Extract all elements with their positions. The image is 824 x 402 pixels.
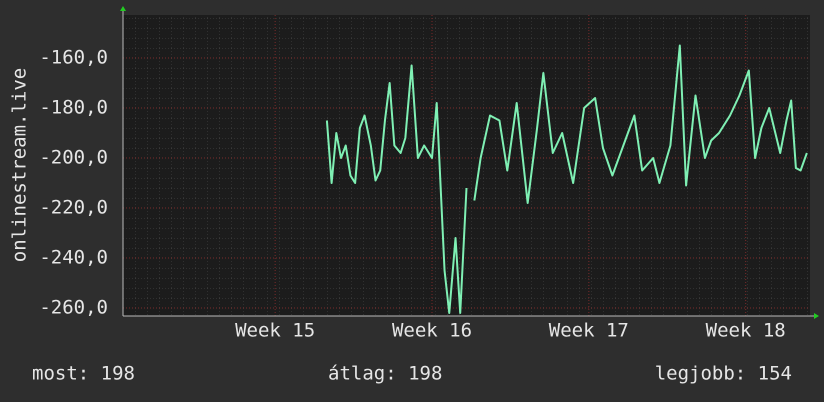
axis-arrow <box>814 313 819 319</box>
footer-average: átlag: 198 <box>328 363 442 385</box>
minor-grid <box>123 15 810 316</box>
data-line <box>325 44 808 314</box>
x-tick-label: Week 16 <box>392 320 472 342</box>
y-tick-label: -160,0 <box>39 47 108 69</box>
y-tick-label: -200,0 <box>39 147 108 169</box>
y-tick-label: -180,0 <box>39 97 108 119</box>
y-tick-label: -220,0 <box>39 197 108 219</box>
y-tick-label: -260,0 <box>39 297 108 319</box>
y-axis-label: onlinestream.live <box>9 68 31 262</box>
footer-best: legjobb: 154 <box>655 363 792 385</box>
axis-arrow <box>120 6 126 11</box>
x-tick-label: Week 17 <box>549 320 629 342</box>
x-tick-label: Week 15 <box>235 320 315 342</box>
footer-current: most: 198 <box>32 363 135 385</box>
x-tick-label: Week 18 <box>706 320 786 342</box>
y-tick-label: -240,0 <box>39 247 108 269</box>
